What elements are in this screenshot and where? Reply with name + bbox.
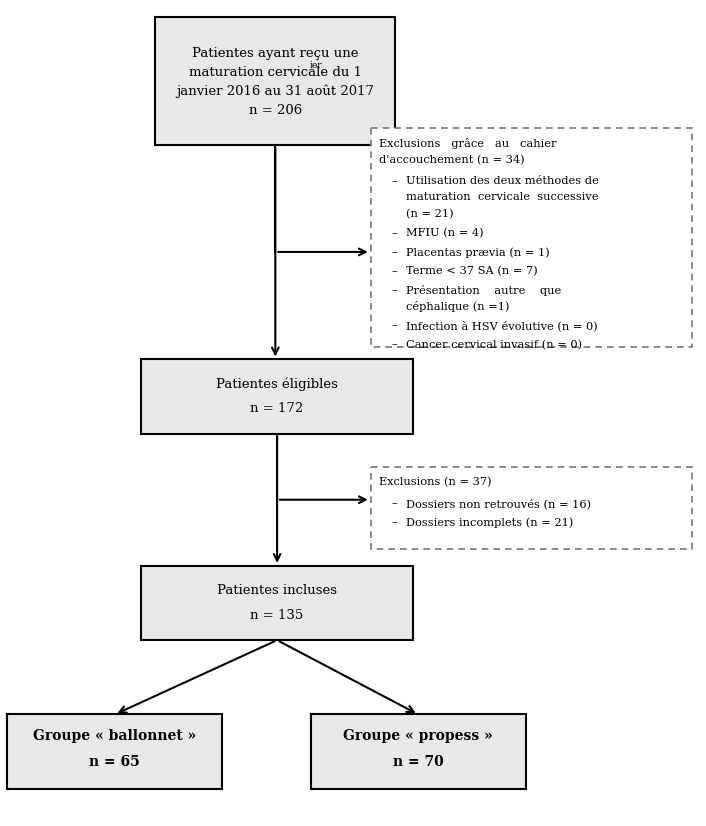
Text: n = 172: n = 172 bbox=[251, 402, 304, 415]
Bar bbox=[155, 17, 395, 145]
Text: Placentas prævia (n = 1): Placentas prævia (n = 1) bbox=[406, 247, 550, 258]
Text: –: – bbox=[392, 228, 397, 238]
Text: Dossiers incomplets (n = 21): Dossiers incomplets (n = 21) bbox=[406, 517, 573, 528]
Text: (n = 21): (n = 21) bbox=[406, 209, 453, 219]
Bar bbox=[371, 128, 692, 347]
Text: –: – bbox=[392, 176, 397, 186]
Text: n = 135: n = 135 bbox=[251, 609, 304, 622]
Text: –: – bbox=[392, 517, 397, 527]
Bar bbox=[141, 566, 413, 640]
Bar bbox=[371, 467, 692, 549]
Text: Groupe « ballonnet »: Groupe « ballonnet » bbox=[33, 729, 196, 743]
Text: d'accouchement (n = 34): d'accouchement (n = 34) bbox=[379, 154, 525, 164]
Text: janvier 2016 au 31 août 2017: janvier 2016 au 31 août 2017 bbox=[176, 84, 374, 98]
Text: –: – bbox=[392, 339, 397, 349]
Text: Dossiers non retrouvés (n = 16): Dossiers non retrouvés (n = 16) bbox=[406, 498, 591, 509]
Bar bbox=[311, 714, 526, 789]
Text: Exclusions (n = 37): Exclusions (n = 37) bbox=[379, 477, 492, 487]
Text: –: – bbox=[392, 285, 397, 295]
Text: –: – bbox=[392, 320, 397, 330]
Text: n = 70: n = 70 bbox=[393, 755, 443, 769]
Text: n = 65: n = 65 bbox=[90, 755, 140, 769]
Text: Patientes éligibles: Patientes éligibles bbox=[216, 378, 338, 392]
Text: maturation cervicale du 1: maturation cervicale du 1 bbox=[189, 66, 362, 78]
Text: –: – bbox=[392, 266, 397, 276]
Text: Présentation    autre    que: Présentation autre que bbox=[406, 285, 561, 296]
Text: Exclusions   grâce   au   cahier: Exclusions grâce au cahier bbox=[379, 138, 556, 149]
Text: Patientes ayant reçu une: Patientes ayant reçu une bbox=[192, 46, 359, 59]
Bar bbox=[7, 714, 222, 789]
Text: Infection à HSV évolutive (n = 0): Infection à HSV évolutive (n = 0) bbox=[406, 320, 598, 331]
Text: –: – bbox=[392, 247, 397, 257]
Text: n = 206: n = 206 bbox=[249, 103, 302, 116]
Text: Patientes incluses: Patientes incluses bbox=[217, 585, 337, 597]
Text: Terme < 37 SA (n = 7): Terme < 37 SA (n = 7) bbox=[406, 266, 538, 276]
Text: MFIU (n = 4): MFIU (n = 4) bbox=[406, 228, 484, 238]
Text: –: – bbox=[392, 498, 397, 508]
Text: Cancer cervical invasif (n = 0): Cancer cervical invasif (n = 0) bbox=[406, 339, 582, 349]
Text: maturation  cervicale  successive: maturation cervicale successive bbox=[406, 192, 599, 202]
Bar bbox=[141, 359, 413, 434]
Text: céphalique (n =1): céphalique (n =1) bbox=[406, 301, 510, 312]
Text: ier: ier bbox=[309, 61, 322, 69]
Text: Utilisation des deux méthodes de: Utilisation des deux méthodes de bbox=[406, 176, 599, 186]
Text: Groupe « propess »: Groupe « propess » bbox=[343, 729, 493, 743]
